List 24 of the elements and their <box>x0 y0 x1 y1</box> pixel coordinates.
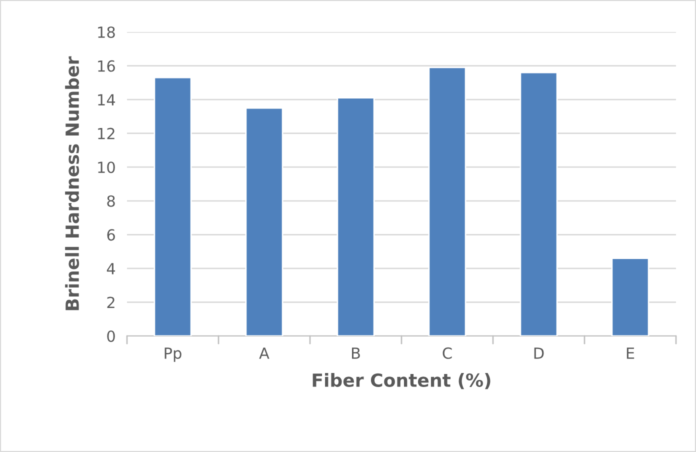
y-tick-label: 4 <box>106 263 116 274</box>
y-tick-label: 14 <box>98 94 116 106</box>
y-tick-label: 16 <box>98 60 115 72</box>
bar <box>336 97 375 336</box>
y-axis-title: Brinell Hardness Number <box>65 56 80 310</box>
y-tick-label: 12 <box>98 128 114 140</box>
x-tick-label: A <box>259 348 270 359</box>
y-tick-label: 2 <box>107 296 114 308</box>
y-tick-label: 10 <box>98 162 115 174</box>
bar <box>428 66 466 336</box>
x-tick-label: C <box>442 347 452 359</box>
bar <box>154 76 192 336</box>
y-tick-label: 18 <box>98 26 115 38</box>
x-axis-title: Fiber Content (%) <box>312 373 490 390</box>
x-tick-label: B <box>352 348 360 359</box>
x-tick-label: Pp <box>164 348 182 362</box>
bar <box>245 107 284 336</box>
y-tick-label: 8 <box>107 195 115 207</box>
x-tick-label: D <box>534 348 544 359</box>
bar <box>611 258 650 336</box>
y-tick-label: 0 <box>107 330 115 342</box>
x-tick-label: E <box>626 348 634 359</box>
y-tick-label: 6 <box>107 229 115 241</box>
bar <box>520 72 558 336</box>
